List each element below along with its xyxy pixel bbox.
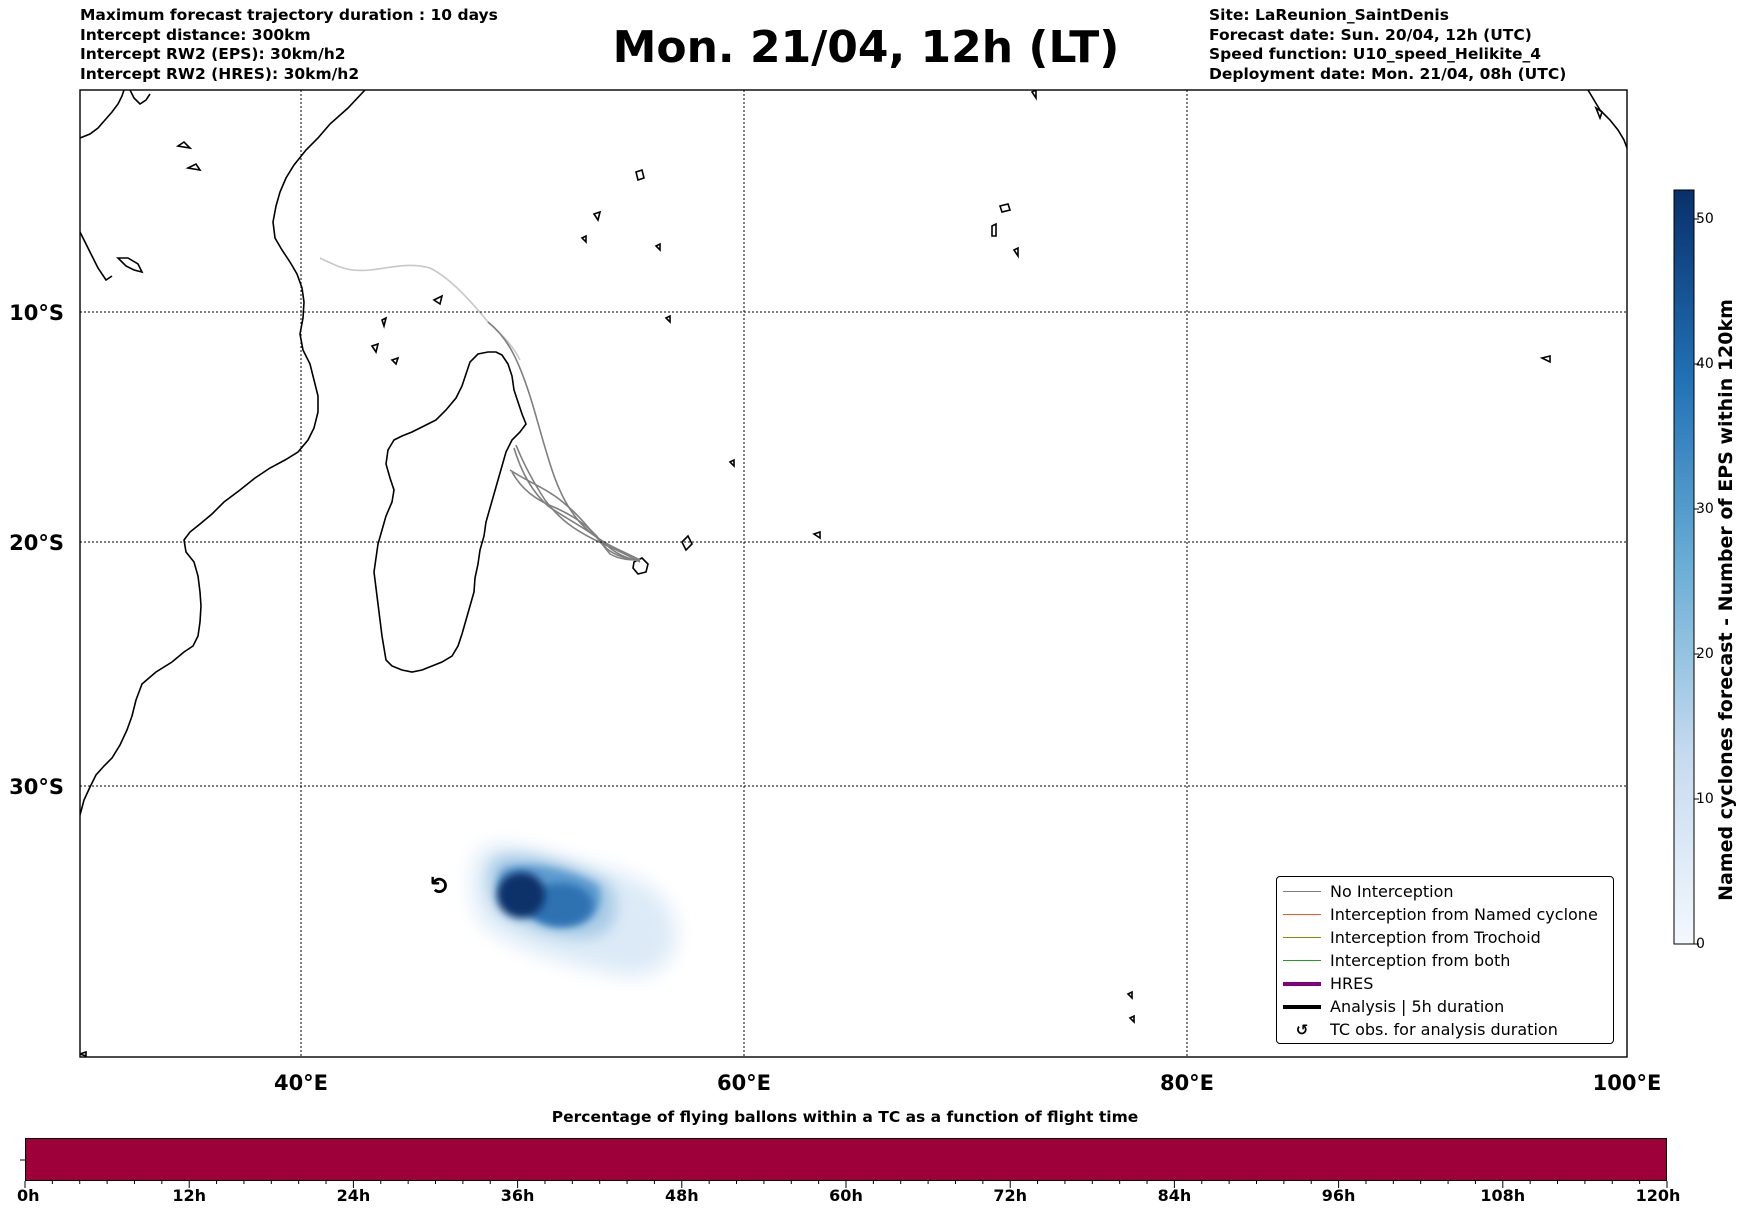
map-frame [79,89,1628,1058]
legend-item-analysis: Analysis | 5h duration [1277,996,1613,1018]
legend-item-tc-obs: ↺ TC obs. for analysis duration [1277,1019,1613,1041]
legend-line-no-interception [1283,891,1321,892]
legend-item-both: Interception from both [1277,950,1613,972]
percentage-bar-tick-label: 0h [17,1186,40,1205]
legend-label: Interception from Trochoid [1330,928,1541,947]
colorbar [1673,189,1695,945]
legend-line-trochoid [1283,937,1321,938]
header-right-line: Forecast date: Sun. 20/04, 12h (UTC) [1209,25,1532,44]
header-right-info: Site: LaReunion_SaintDenis Forecast date… [1209,6,1566,84]
legend-item-no-interception: No Interception [1277,881,1613,903]
percentage-bar-tick-label: 96h [1321,1186,1356,1205]
legend-line-hres [1283,982,1321,986]
colorbar-ticks [1694,218,1699,945]
colorbar-tick-label: 10 [1696,791,1714,807]
eps-density-field [472,845,676,976]
reunion-island [632,557,649,575]
legend-item-named-cyclone: Interception from Named cyclone [1277,904,1613,926]
lon-label-80E: 80°E [1160,1071,1214,1095]
trajectory-no-interception [515,444,641,563]
percentage-bar-tick-label: 12h [172,1186,207,1205]
header-right-line: Speed function: U10_speed_Helikite_4 [1209,45,1542,63]
legend-line-analysis [1283,1005,1321,1009]
trajectory-no-interception [509,469,641,561]
madagascar-coastline [373,351,527,673]
header-right-line: Deployment date: Mon. 21/04, 08h (UTC) [1209,64,1567,83]
legend: No Interception Interception from Named … [1276,876,1614,1044]
legend-line-named-cyclone [1283,914,1321,915]
percentage-bar-ticks [24,1181,1668,1188]
percentage-bar [25,1138,1667,1181]
legend-line-both [1283,960,1321,961]
lat-label-30S: 30°S [9,775,64,799]
trajectories [319,257,641,563]
tc-obs-symbol: ↺ [426,875,454,895]
legend-label: Interception from both [1330,951,1511,970]
colorbar-label: Named cyclones forecast - Number of EPS … [1715,299,1737,901]
colorbar-tick-label: 30 [1696,501,1714,517]
header-left-line: Maximum forecast trajectory duration : 1… [80,6,498,24]
percentage-bar-tick-label: 84h [1157,1186,1192,1205]
legend-label: HRES [1330,974,1374,993]
tc-obs-icon: ↺ [1295,1021,1309,1039]
trajectory-light [319,257,521,361]
legend-label: TC obs. for analysis duration [1330,1020,1558,1039]
percentage-bar-tick-label: 48h [664,1186,699,1205]
gridlines [80,90,1627,1057]
percentage-bar-tick-label: 120h [1635,1186,1681,1205]
header-left-line: Intercept RW2 (HRES): 30km/h2 [80,64,360,83]
percentage-bar-tick-label: 24h [336,1186,371,1205]
legend-label: Analysis | 5h duration [1330,997,1505,1016]
colorbar-tick-label: 40 [1696,356,1714,372]
coastlines [80,90,1627,1057]
lon-label-60E: 60°E [717,1071,771,1095]
trajectory-no-interception [511,471,641,561]
colorbar-tick-label: 20 [1696,646,1714,662]
lat-label-10S: 10°S [9,301,64,325]
legend-label: Interception from Named cyclone [1330,905,1598,924]
lon-label-100E: 100°E [1593,1071,1662,1095]
header-left-line: Intercept RW2 (EPS): 30km/h2 [80,45,346,63]
percentage-bar-tick-label: 36h [500,1186,535,1205]
africa-coastline [80,90,366,816]
trajectory-no-interception [513,447,641,562]
percentage-bar-tick-label: 108h [1480,1186,1526,1205]
header-right-line: Site: LaReunion_SaintDenis [1209,6,1449,24]
legend-item-trochoid: Interception from Trochoid [1277,927,1613,949]
lat-label-20S: 20°S [9,531,64,555]
legend-item-hres: HRES [1277,973,1613,995]
percentage-bar-tick-label: 72h [993,1186,1028,1205]
lon-label-40E: 40°E [274,1071,328,1095]
legend-label: No Interception [1330,882,1454,901]
percentage-bar-tick-label: 60h [829,1186,863,1205]
header-left-line: Intercept distance: 300km [80,25,311,44]
colorbar-tick-label: 50 [1696,211,1714,227]
main-title: Mon. 21/04, 12h (LT) [612,22,1120,73]
percentage-bar-title: Percentage of flying ballons within a TC… [551,1108,1139,1126]
header-left-info: Maximum forecast trajectory duration : 1… [80,6,498,84]
mauritius-island [681,534,693,552]
colorbar-tick-label: 0 [1696,936,1705,952]
